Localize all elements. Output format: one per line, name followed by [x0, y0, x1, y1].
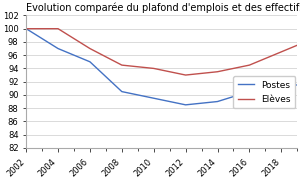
- Postes: [296, 84, 299, 86]
- Postes: [184, 104, 188, 106]
- Line: Elèves: Elèves: [26, 29, 297, 75]
- Postes: [280, 84, 283, 86]
- Postes: [88, 61, 92, 63]
- Elèves: [56, 28, 60, 30]
- Elèves: [88, 47, 92, 50]
- Postes: [120, 90, 124, 93]
- Postes: [216, 100, 219, 103]
- Elèves: [184, 74, 188, 76]
- Postes: [152, 97, 155, 99]
- Text: Evolution comparée du plafond d'emplois et des effectifs scolarisés: Evolution comparée du plafond d'emplois …: [26, 3, 300, 13]
- Elèves: [120, 64, 124, 66]
- Postes: [56, 47, 60, 50]
- Legend: Postes, Elèves: Postes, Elèves: [233, 76, 296, 108]
- Postes: [24, 28, 28, 30]
- Line: Postes: Postes: [26, 29, 297, 105]
- Elèves: [24, 28, 28, 30]
- Elèves: [152, 67, 155, 70]
- Elèves: [216, 71, 219, 73]
- Postes: [248, 90, 251, 93]
- Elèves: [248, 64, 251, 66]
- Elèves: [280, 51, 283, 53]
- Elèves: [296, 44, 299, 46]
